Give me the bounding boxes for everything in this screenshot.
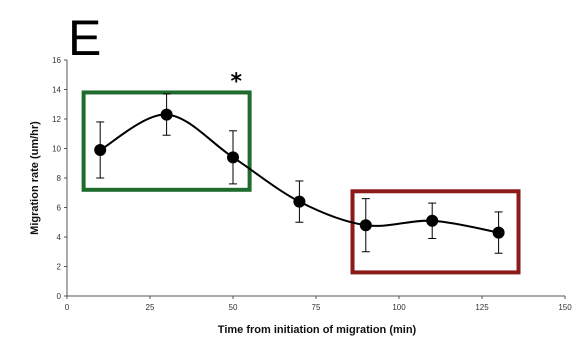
x-tick-label: 0 bbox=[65, 303, 70, 312]
data-point bbox=[360, 219, 372, 231]
data-point bbox=[161, 109, 173, 121]
y-tick-label: 8 bbox=[57, 174, 62, 183]
y-tick-label: 12 bbox=[52, 115, 61, 124]
x-tick-label: 75 bbox=[312, 303, 321, 312]
panel-letter: E bbox=[68, 10, 101, 66]
x-tick-label: 100 bbox=[392, 303, 406, 312]
data-point bbox=[94, 144, 106, 156]
x-axis-title: Time from initiation of migration (min) bbox=[218, 324, 417, 336]
y-tick-label: 10 bbox=[52, 145, 61, 154]
x-tick-label: 50 bbox=[229, 303, 238, 312]
x-tick-label: 25 bbox=[146, 303, 155, 312]
data-point bbox=[227, 151, 239, 163]
y-tick-label: 16 bbox=[52, 56, 61, 65]
y-tick-labels: 0 2 4 6 8 10 12 14 16 bbox=[52, 56, 67, 301]
y-axis-title: Migration rate (um/hr) bbox=[29, 121, 41, 235]
error-bars bbox=[96, 94, 502, 253]
y-tick-label: 4 bbox=[57, 233, 62, 242]
x-tick-label: 150 bbox=[558, 303, 572, 312]
data-point bbox=[493, 227, 505, 239]
x-tick-labels: 0 25 50 75 100 125 150 bbox=[65, 296, 572, 312]
data-point bbox=[426, 215, 438, 227]
annotations: * bbox=[231, 70, 243, 95]
y-tick-label: 14 bbox=[52, 86, 61, 95]
data-point bbox=[293, 196, 305, 208]
y-tick-label: 6 bbox=[57, 204, 62, 213]
x-tick-label: 125 bbox=[475, 303, 489, 312]
y-tick-label: 0 bbox=[57, 292, 62, 301]
significance-marker: * bbox=[231, 70, 243, 95]
y-tick-label: 2 bbox=[57, 263, 62, 272]
